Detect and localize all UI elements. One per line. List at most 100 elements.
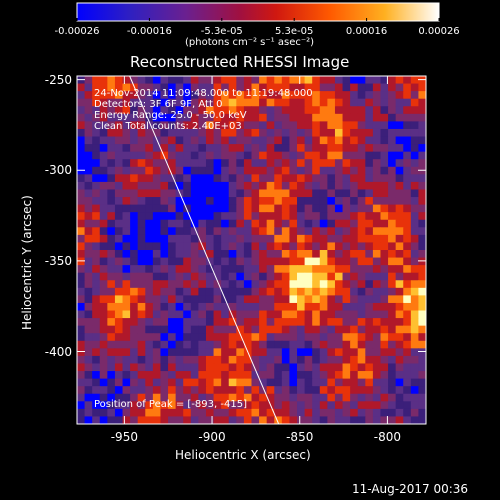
heatmap-cell	[92, 280, 101, 289]
heatmap-cell	[198, 106, 207, 115]
heatmap-cell	[403, 189, 412, 198]
heatmap-cell	[213, 378, 222, 387]
heatmap-cell	[342, 121, 351, 130]
heatmap-cell	[107, 280, 116, 289]
heatmap-cell	[281, 272, 291, 281]
heatmap-cell	[327, 242, 336, 251]
heatmap-cell	[190, 325, 199, 334]
heatmap-cell	[297, 250, 306, 259]
heatmap-cell	[274, 242, 283, 251]
heatmap-cell	[145, 98, 154, 107]
heatmap-cell	[183, 325, 192, 334]
heatmap-cell	[365, 416, 374, 424]
heatmap-cell	[281, 318, 291, 327]
heatmap-cell	[236, 378, 245, 387]
heatmap-cell	[395, 128, 404, 138]
heatmap-cell	[312, 401, 321, 410]
heatmap-cell	[77, 83, 86, 92]
heatmap-cell	[145, 265, 154, 274]
heatmap-cell	[319, 340, 328, 349]
heatmap-cell	[205, 333, 215, 342]
heatmap-cell	[312, 83, 321, 92]
heatmap-cell	[84, 113, 93, 122]
heatmap-cell	[183, 151, 192, 160]
heatmap-cell	[137, 121, 146, 130]
heatmap-cell	[145, 371, 154, 380]
heatmap-cell	[274, 386, 283, 395]
heatmap-cell	[380, 106, 389, 115]
heatmap-cell	[77, 348, 86, 357]
heatmap-cell	[152, 113, 162, 122]
heatmap-cell	[372, 219, 382, 228]
heatmap-cell	[372, 234, 382, 244]
heatmap-cell	[365, 393, 374, 402]
heatmap-cell	[221, 234, 230, 244]
heatmap-cell	[130, 378, 139, 387]
heatmap-cell	[114, 76, 124, 85]
heatmap-cell	[77, 136, 86, 145]
heatmap-cell	[145, 242, 154, 251]
heatmap-cell	[243, 242, 253, 251]
heatmap-cell	[107, 318, 116, 327]
heatmap-cell	[107, 204, 116, 213]
heatmap-cell	[319, 113, 328, 122]
heatmap-cell	[357, 234, 366, 244]
heatmap-cell	[350, 333, 359, 342]
heatmap-cell	[243, 371, 253, 380]
heatmap-cell	[281, 386, 291, 395]
heatmap-cell	[213, 393, 222, 402]
heatmap-cell	[395, 174, 404, 183]
heatmap-cell	[319, 363, 328, 372]
heatmap-cell	[160, 325, 169, 334]
heatmap-cell	[236, 227, 245, 236]
heatmap-cell	[365, 174, 374, 183]
heatmap-cell	[327, 227, 336, 236]
heatmap-cell	[410, 98, 420, 107]
heatmap-cell	[183, 250, 192, 259]
heatmap-cell	[319, 181, 328, 191]
heatmap-cell	[274, 393, 283, 402]
heatmap-cell	[304, 128, 313, 138]
heatmap-cell	[266, 295, 275, 304]
heatmap-cell	[342, 272, 351, 281]
heatmap-cell	[334, 166, 344, 175]
heatmap-cell	[205, 219, 215, 228]
heatmap-cell	[365, 212, 374, 221]
heatmap-cell	[168, 302, 177, 312]
heatmap-cell	[99, 144, 108, 153]
heatmap-cell	[289, 189, 298, 198]
heatmap-cell	[395, 121, 404, 130]
heatmap-cell	[327, 416, 336, 424]
heatmap-cell	[99, 386, 108, 395]
heatmap-cell	[365, 219, 374, 228]
heatmap-cell	[304, 310, 313, 319]
heatmap-cell	[274, 416, 283, 424]
colorbar-tick-label: 5.3e-05	[274, 26, 314, 37]
heatmap-cell	[122, 302, 131, 312]
heatmap-cell	[319, 174, 328, 183]
heatmap-cell	[99, 280, 108, 289]
heatmap-cell	[319, 189, 328, 198]
heatmap-cell	[243, 393, 253, 402]
heatmap-cell	[259, 378, 268, 387]
heatmap-cell	[388, 98, 397, 107]
heatmap-cell	[410, 76, 420, 85]
heatmap-cell	[243, 363, 253, 372]
heatmap-cell	[122, 310, 131, 319]
heatmap-cell	[388, 83, 397, 92]
heatmap-cell	[114, 136, 124, 145]
heatmap-cell	[168, 250, 177, 259]
heatmap-cell	[297, 257, 306, 266]
heatmap-cell	[114, 219, 124, 228]
heatmap-cell	[228, 363, 237, 372]
heatmap-cell	[380, 257, 389, 266]
heatmap-cell	[205, 363, 215, 372]
heatmap-cell	[365, 355, 374, 365]
heatmap-cell	[334, 106, 344, 115]
heatmap-cell	[297, 151, 306, 160]
heatmap-cell	[297, 128, 306, 138]
x-axis-label: Heliocentric X (arcsec)	[175, 448, 311, 462]
heatmap-cell	[183, 181, 192, 191]
heatmap-cell	[160, 106, 169, 115]
heatmap-cell	[380, 113, 389, 122]
